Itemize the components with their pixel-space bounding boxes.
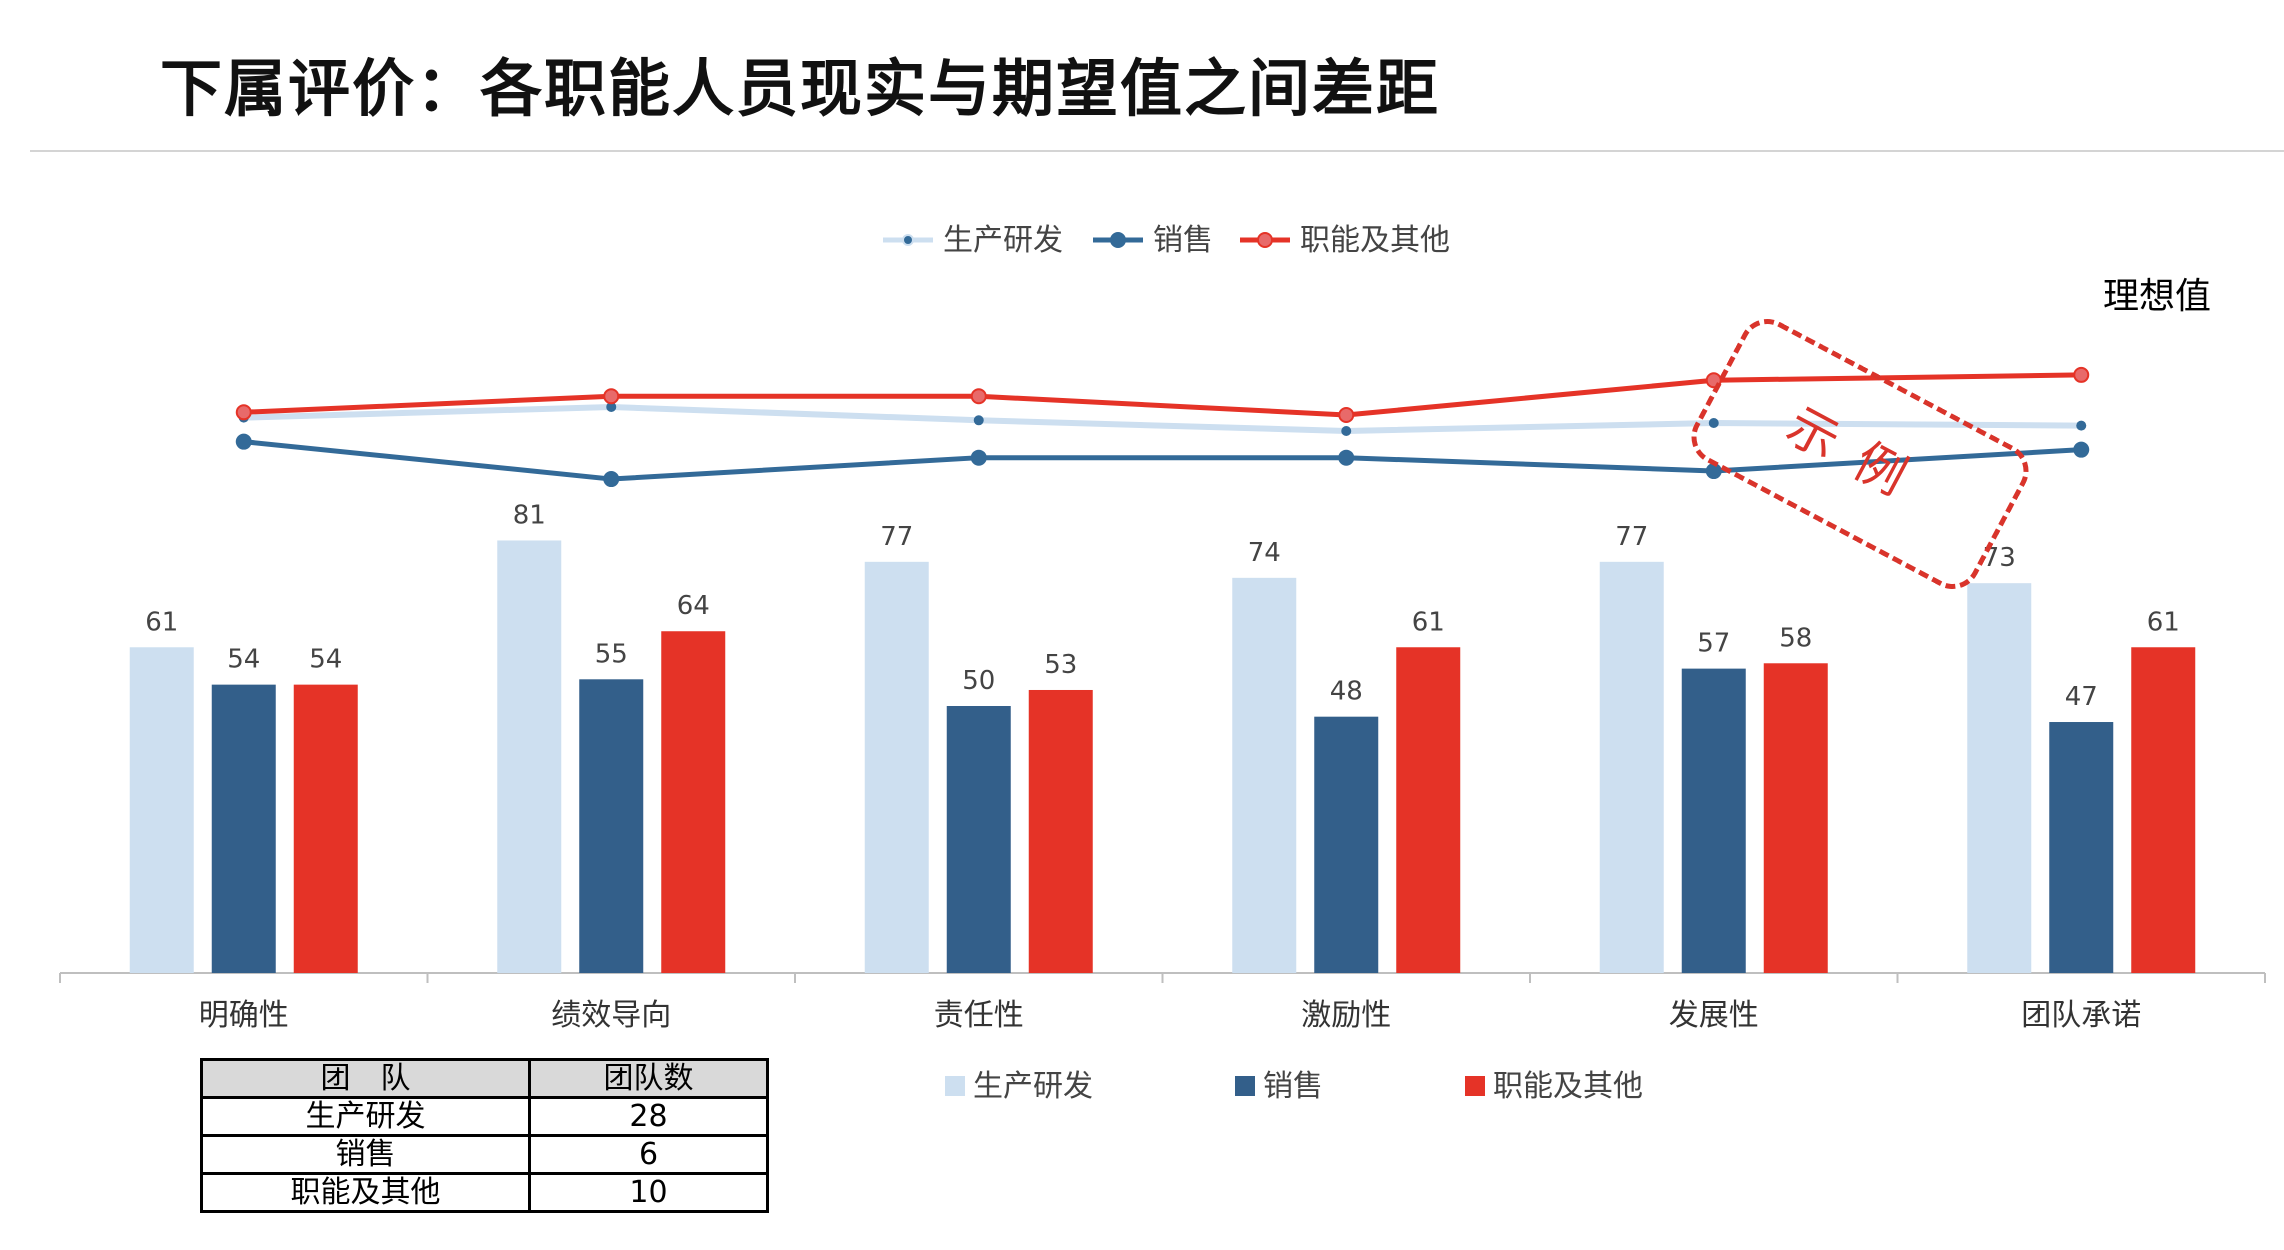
ideal-point-1 xyxy=(1341,425,1352,436)
legend-line-marker xyxy=(902,234,914,246)
table-header-count: 团队数 xyxy=(528,1058,769,1099)
legend-bar-swatch xyxy=(945,1076,965,1096)
data-label: 54 xyxy=(227,645,260,675)
data-label: 77 xyxy=(880,522,913,552)
table-row: 职能及其他 10 xyxy=(200,1172,769,1213)
bar-3 xyxy=(1396,647,1461,973)
bar-2 xyxy=(946,706,1011,973)
ideal-point-1 xyxy=(2076,420,2087,431)
data-label: 50 xyxy=(962,666,995,696)
team-table: 团 队 团队数 生产研发 28 销售 6 职能及其他 10 xyxy=(200,1058,769,1213)
table-cell-team: 销售 xyxy=(200,1134,531,1175)
bar-1 xyxy=(864,561,929,973)
category-label: 团队承诺 xyxy=(2021,998,2141,1033)
bar-1 xyxy=(1599,561,1664,973)
ideal-point-1 xyxy=(606,401,617,412)
data-label: 61 xyxy=(145,607,178,637)
ideal-point-1 xyxy=(973,415,984,426)
ideal-point-3 xyxy=(1705,372,1722,389)
bar-2 xyxy=(211,684,276,973)
ideal-line-1 xyxy=(243,403,2082,434)
bar-2 xyxy=(1681,668,1746,973)
bar-2 xyxy=(1314,716,1379,973)
data-label: 53 xyxy=(1044,650,1077,680)
bar-3 xyxy=(293,684,358,973)
ideal-point-2 xyxy=(603,471,620,488)
bar-2 xyxy=(2049,722,2114,973)
bar-1 xyxy=(497,540,562,973)
bar-2 xyxy=(579,679,644,973)
ideal-point-2 xyxy=(970,449,987,466)
ideal-point-3 xyxy=(1338,406,1355,423)
ideal-point-2 xyxy=(1338,449,1355,466)
data-label: 74 xyxy=(1248,538,1281,568)
legend-bar-label: 销售 xyxy=(1263,1069,1323,1104)
ideal-point-3 xyxy=(970,388,987,405)
category-label: 发展性 xyxy=(1669,998,1759,1033)
data-label: 77 xyxy=(1615,522,1648,552)
bar-1 xyxy=(1967,583,2032,973)
legend-bar-label: 生产研发 xyxy=(973,1069,1093,1104)
data-label: 48 xyxy=(1330,677,1363,707)
data-label: 55 xyxy=(595,639,628,669)
data-label: 57 xyxy=(1697,629,1730,659)
bar-3 xyxy=(1028,689,1093,973)
category-label: 责任性 xyxy=(934,998,1024,1033)
bar-3 xyxy=(1763,663,1828,973)
table-cell-team: 生产研发 xyxy=(200,1096,531,1137)
ideal-point-3 xyxy=(603,388,620,405)
table-cell-count: 10 xyxy=(528,1172,769,1213)
ideal-line-3 xyxy=(243,372,2082,418)
legend-line-label: 销售 xyxy=(1153,223,1213,258)
category-label: 绩效导向 xyxy=(551,998,671,1033)
table-cell-count: 6 xyxy=(528,1134,769,1175)
category-label: 明确性 xyxy=(199,998,289,1033)
data-label: 47 xyxy=(2065,682,2098,712)
legend-bar-swatch xyxy=(1465,1076,1485,1096)
data-label: 73 xyxy=(1983,543,2016,573)
data-label: 54 xyxy=(309,645,342,675)
legend-line-label: 生产研发 xyxy=(943,223,1063,258)
bar-3 xyxy=(661,631,726,973)
table-cell-team: 职能及其他 xyxy=(200,1172,531,1213)
legend-line-marker xyxy=(1257,232,1273,248)
data-label: 61 xyxy=(2147,607,2180,637)
legend-line-marker xyxy=(1110,232,1126,248)
data-label: 61 xyxy=(1412,607,1445,637)
category-label: 激励性 xyxy=(1301,998,1391,1033)
page-title: 下属评价：各职能人员现实与期望值之间差距 xyxy=(160,52,1441,125)
ideal-line-2 xyxy=(243,439,2082,482)
legend-line-label: 职能及其他 xyxy=(1300,223,1450,258)
legend-bar-swatch xyxy=(1235,1076,1255,1096)
table-cell-count: 28 xyxy=(528,1096,769,1137)
ideal-point-2 xyxy=(2073,441,2090,458)
data-label: 64 xyxy=(677,591,710,621)
bar-3 xyxy=(2131,647,2196,973)
ideal-point-1 xyxy=(1708,417,1719,428)
title-divider xyxy=(30,150,2284,152)
table-row: 销售 6 xyxy=(200,1134,769,1175)
legend-bar-label: 职能及其他 xyxy=(1493,1069,1643,1104)
table-row: 生产研发 28 xyxy=(200,1096,769,1137)
data-label: 81 xyxy=(513,500,546,530)
ideal-point-2 xyxy=(1705,463,1722,480)
ideal-point-3 xyxy=(235,404,252,421)
bar-1 xyxy=(129,647,194,973)
data-label: 58 xyxy=(1779,623,1812,653)
bar-1 xyxy=(1232,577,1297,973)
annotation-ideal: 理想值 xyxy=(2103,276,2211,317)
ideal-point-2 xyxy=(235,433,252,450)
ideal-point-3 xyxy=(2073,366,2090,383)
table-header-team: 团 队 xyxy=(200,1058,531,1099)
